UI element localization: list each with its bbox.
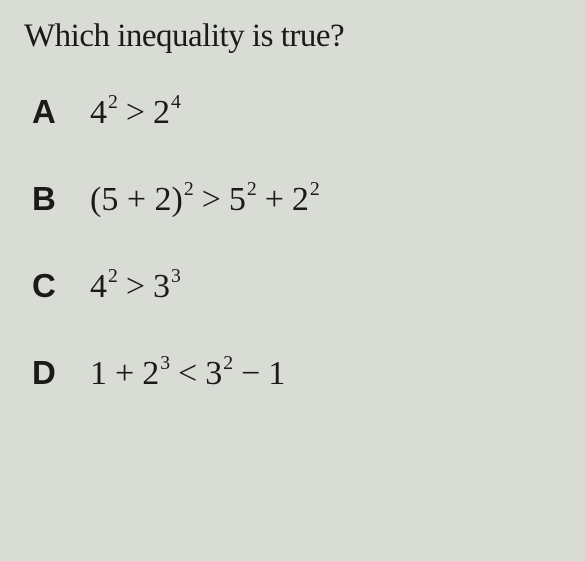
expr-operator: > <box>126 268 145 305</box>
expr-base: 2 <box>142 355 159 393</box>
expr-minus: − <box>241 355 260 392</box>
expr-term: 1 <box>268 355 285 393</box>
expr-base: 2 <box>153 94 170 132</box>
choice-expression: 42>24 <box>90 94 181 132</box>
expr-exponent: 2 <box>108 265 118 287</box>
choice-letter: A <box>32 93 90 131</box>
choice-d: D 1+23<32−1 <box>32 354 561 393</box>
expr-base: 3 <box>205 355 222 393</box>
choice-b: B (5 + 2)2>52+22 <box>32 180 561 219</box>
expr-operator: < <box>178 355 197 392</box>
expr-base: 3 <box>153 268 170 306</box>
expr-base: 2 <box>292 181 309 219</box>
expr-operator: > <box>126 94 145 131</box>
choice-letter: D <box>32 354 90 392</box>
choice-list: A 42>24 B (5 + 2)2>52+22 C 42>33 D 1+23<… <box>24 93 561 393</box>
expr-base: 4 <box>90 94 107 132</box>
choice-a: A 42>24 <box>32 93 561 132</box>
expr-exponent: 3 <box>171 265 181 287</box>
choice-letter: C <box>32 267 90 305</box>
expr-exponent: 4 <box>171 91 181 113</box>
choice-letter: B <box>32 180 90 218</box>
choice-expression: (5 + 2)2>52+22 <box>90 181 320 219</box>
expr-plus: + <box>115 355 134 392</box>
expr-plus: + <box>265 181 284 218</box>
expr-exponent: 2 <box>108 91 118 113</box>
expr-term: 1 <box>90 355 107 393</box>
expr-operator: > <box>202 181 221 218</box>
expr-exponent: 2 <box>184 178 194 200</box>
choice-expression: 42 >33 <box>90 268 181 306</box>
choice-expression: 1+23<32−1 <box>90 355 285 393</box>
expr-base: 5 <box>229 181 246 219</box>
choice-c: C 42 >33 <box>32 267 561 306</box>
expr-exponent: 2 <box>223 352 233 374</box>
expr-exponent: 3 <box>160 352 170 374</box>
expr-exponent: 2 <box>310 178 320 200</box>
expr-paren: (5 + 2) <box>90 181 183 219</box>
expr-base: 4 <box>90 268 107 306</box>
question-text: Which inequality is true? <box>24 18 561 55</box>
expr-exponent: 2 <box>247 178 257 200</box>
